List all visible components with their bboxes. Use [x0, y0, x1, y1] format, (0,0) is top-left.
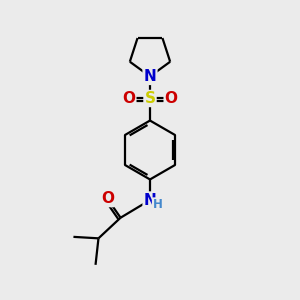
Text: O: O	[101, 191, 114, 206]
Text: N: N	[144, 69, 156, 84]
Text: H: H	[152, 198, 162, 211]
Text: S: S	[145, 91, 155, 106]
Text: N: N	[144, 193, 156, 208]
Text: O: O	[122, 91, 135, 106]
Text: O: O	[165, 91, 178, 106]
